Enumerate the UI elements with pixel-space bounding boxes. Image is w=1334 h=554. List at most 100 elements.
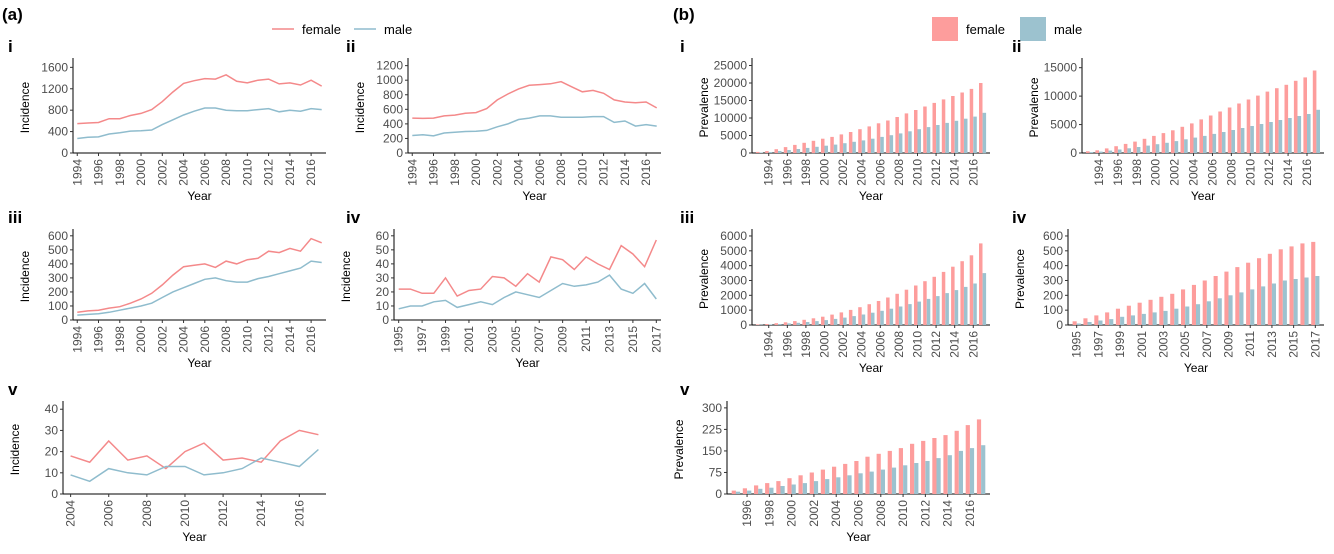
y-tick-label: 800 bbox=[383, 88, 403, 102]
bar-male bbox=[917, 129, 921, 153]
bar-male bbox=[936, 296, 940, 325]
bar-male bbox=[1076, 323, 1081, 325]
x-tick-label: 2003 bbox=[1156, 331, 1170, 358]
bar-male bbox=[1193, 137, 1198, 153]
bar-male bbox=[903, 465, 908, 494]
x-tick-label: 2014 bbox=[618, 159, 632, 186]
x-tick-label: 2014 bbox=[1281, 159, 1295, 186]
bar-female bbox=[1123, 143, 1128, 153]
bar-male bbox=[880, 469, 885, 494]
bar-female bbox=[876, 453, 881, 494]
bar-female bbox=[1148, 299, 1153, 325]
bar-male bbox=[917, 301, 921, 325]
x-tick-label: 2013 bbox=[1265, 331, 1279, 358]
y-axis-title: Prevalence bbox=[672, 419, 686, 479]
bar-male bbox=[947, 455, 952, 494]
bar-female bbox=[1246, 262, 1251, 325]
x-tick-label: 2004 bbox=[512, 159, 526, 186]
x-tick-label: 2008 bbox=[219, 326, 233, 353]
bar-female bbox=[969, 88, 974, 153]
x-tick-label: 1996 bbox=[92, 326, 106, 353]
bar-male bbox=[1136, 147, 1141, 153]
bar-female bbox=[839, 134, 844, 153]
x-tick-label: 2008 bbox=[554, 159, 568, 186]
bar-female bbox=[858, 129, 862, 153]
x-tick-label: 2002 bbox=[155, 326, 169, 353]
x-tick-label: 2000 bbox=[785, 500, 799, 527]
subplot-label: ii bbox=[346, 37, 355, 56]
bar-female bbox=[1105, 312, 1110, 325]
x-tick-label: 1994 bbox=[70, 159, 84, 186]
bar-male bbox=[735, 491, 741, 494]
x-tick-label: 1997 bbox=[1091, 331, 1105, 358]
bar-male bbox=[843, 143, 847, 153]
bar-female bbox=[979, 83, 983, 153]
x-tick-label: 2006 bbox=[852, 500, 866, 527]
bar-female bbox=[960, 261, 964, 325]
bar-male bbox=[815, 146, 819, 153]
bar-male bbox=[1203, 135, 1207, 153]
x-tick-label: 1996 bbox=[740, 500, 754, 527]
bar-female bbox=[843, 463, 848, 494]
bar-female bbox=[848, 309, 853, 325]
bar-male bbox=[747, 490, 752, 494]
bar-male bbox=[1217, 298, 1222, 325]
chart-a-v: v 0 10 20 30 40 2004 2006 2008 2010 2012 2014 2016 Ye… bbox=[8, 380, 326, 544]
subplot-label: iii bbox=[8, 208, 22, 227]
x-tick-label: 2002 bbox=[836, 331, 850, 358]
bar-male bbox=[758, 488, 763, 494]
bar-male bbox=[852, 316, 856, 325]
y-tick-label: 15000 bbox=[1044, 61, 1078, 75]
bar-female bbox=[1208, 115, 1213, 153]
series-line-male bbox=[412, 115, 657, 137]
y-tick-label: 300 bbox=[48, 271, 68, 285]
x-tick-label: 2008 bbox=[140, 500, 154, 527]
bar-male bbox=[954, 290, 959, 325]
bar-female bbox=[1191, 284, 1196, 325]
bar-female bbox=[951, 96, 955, 153]
y-tick-label: 40 bbox=[45, 402, 59, 416]
bar-female bbox=[802, 319, 806, 325]
x-tick-label: 2008 bbox=[1224, 159, 1238, 186]
bar-male bbox=[805, 147, 810, 153]
bar-female bbox=[1300, 243, 1305, 325]
x-tick-label: 1998 bbox=[113, 159, 127, 186]
bar-male bbox=[1108, 150, 1113, 153]
x-tick-label: 2017 bbox=[649, 326, 663, 353]
x-tick-label: 2014 bbox=[941, 500, 955, 527]
bar-male bbox=[1152, 312, 1157, 325]
x-tick-label: 2012 bbox=[1262, 159, 1276, 186]
bar-female bbox=[965, 425, 970, 494]
legend-a: female male bbox=[272, 22, 412, 37]
bar-male bbox=[880, 136, 884, 153]
x-tick-label: 1996 bbox=[780, 159, 794, 186]
x-tick-label: 1995 bbox=[392, 326, 406, 353]
y-tick-label: 400 bbox=[48, 125, 68, 139]
bar-female bbox=[1202, 280, 1207, 325]
bar-male bbox=[1231, 130, 1235, 153]
series-line-female bbox=[70, 429, 319, 470]
x-tick-label: 1994 bbox=[762, 159, 776, 186]
bar-male bbox=[847, 475, 852, 494]
legend-b: female male bbox=[932, 17, 1082, 41]
bar-female bbox=[895, 117, 899, 153]
bar-male bbox=[1316, 109, 1320, 153]
bar-male bbox=[1163, 310, 1168, 325]
x-tick-label: 2010 bbox=[896, 500, 910, 527]
bar-female bbox=[848, 132, 853, 153]
x-tick-label: 2010 bbox=[178, 500, 192, 527]
bar-male bbox=[1185, 306, 1190, 325]
x-tick-label: 2008 bbox=[874, 500, 888, 527]
x-tick-label: 2002 bbox=[155, 159, 169, 186]
x-tick-label: 2012 bbox=[918, 500, 932, 527]
x-tick-label: 1994 bbox=[70, 326, 84, 353]
x-tick-label: 2013 bbox=[602, 326, 616, 353]
x-tick-label: 2016 bbox=[639, 159, 653, 186]
bar-female bbox=[1086, 151, 1090, 153]
bar-male bbox=[843, 317, 847, 325]
bar-male bbox=[1315, 276, 1320, 325]
bar-male bbox=[833, 144, 838, 153]
